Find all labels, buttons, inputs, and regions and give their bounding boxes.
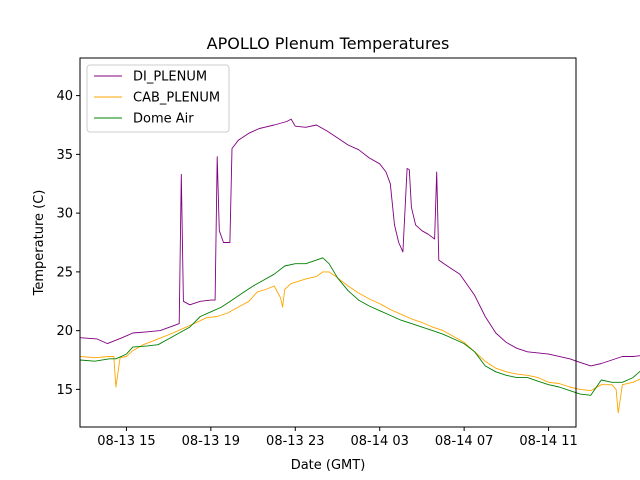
legend: DI_PLENUM CAB_PLENUM Dome Air [86, 64, 230, 133]
x-tick-label: 08-14 03 [350, 434, 408, 449]
series-line-dome-air [79, 257, 640, 396]
x-tick-label: 08-14 11 [519, 434, 577, 449]
legend-label-di-plenum: DI_PLENUM [133, 70, 207, 85]
x-tick-label: 08-14 07 [435, 434, 493, 449]
y-tick-label: 35 [56, 148, 73, 163]
y-axis-label: Temperature (C) [32, 190, 47, 297]
legend-label-dome-air: Dome Air [133, 112, 194, 127]
y-tick-label: 15 [56, 383, 73, 398]
chart-title: APOLLO Plenum Temperatures [207, 34, 450, 53]
legend-frame [86, 64, 230, 133]
x-tick-label: 08-13 23 [266, 434, 324, 449]
x-tick-label: 08-13 15 [97, 434, 155, 449]
x-axis-label: Date (GMT) [291, 458, 366, 473]
legend-label-cab-plenum: CAB_PLENUM [133, 91, 220, 106]
y-tick-label: 30 [56, 207, 73, 222]
y-tick-label: 40 [56, 89, 73, 104]
y-tick-label: 20 [56, 324, 73, 339]
series-layer [79, 118, 640, 414]
plot-frame [79, 57, 577, 428]
ticks-layer: 08-13 15 08-13 19 08-13 23 08-14 03 08-14 07… [56, 89, 577, 449]
series-line-di-plenum [79, 118, 640, 367]
y-tick-label: 25 [56, 265, 73, 280]
series-line-cab-plenum [79, 271, 640, 414]
x-tick-label: 08-13 19 [182, 434, 240, 449]
